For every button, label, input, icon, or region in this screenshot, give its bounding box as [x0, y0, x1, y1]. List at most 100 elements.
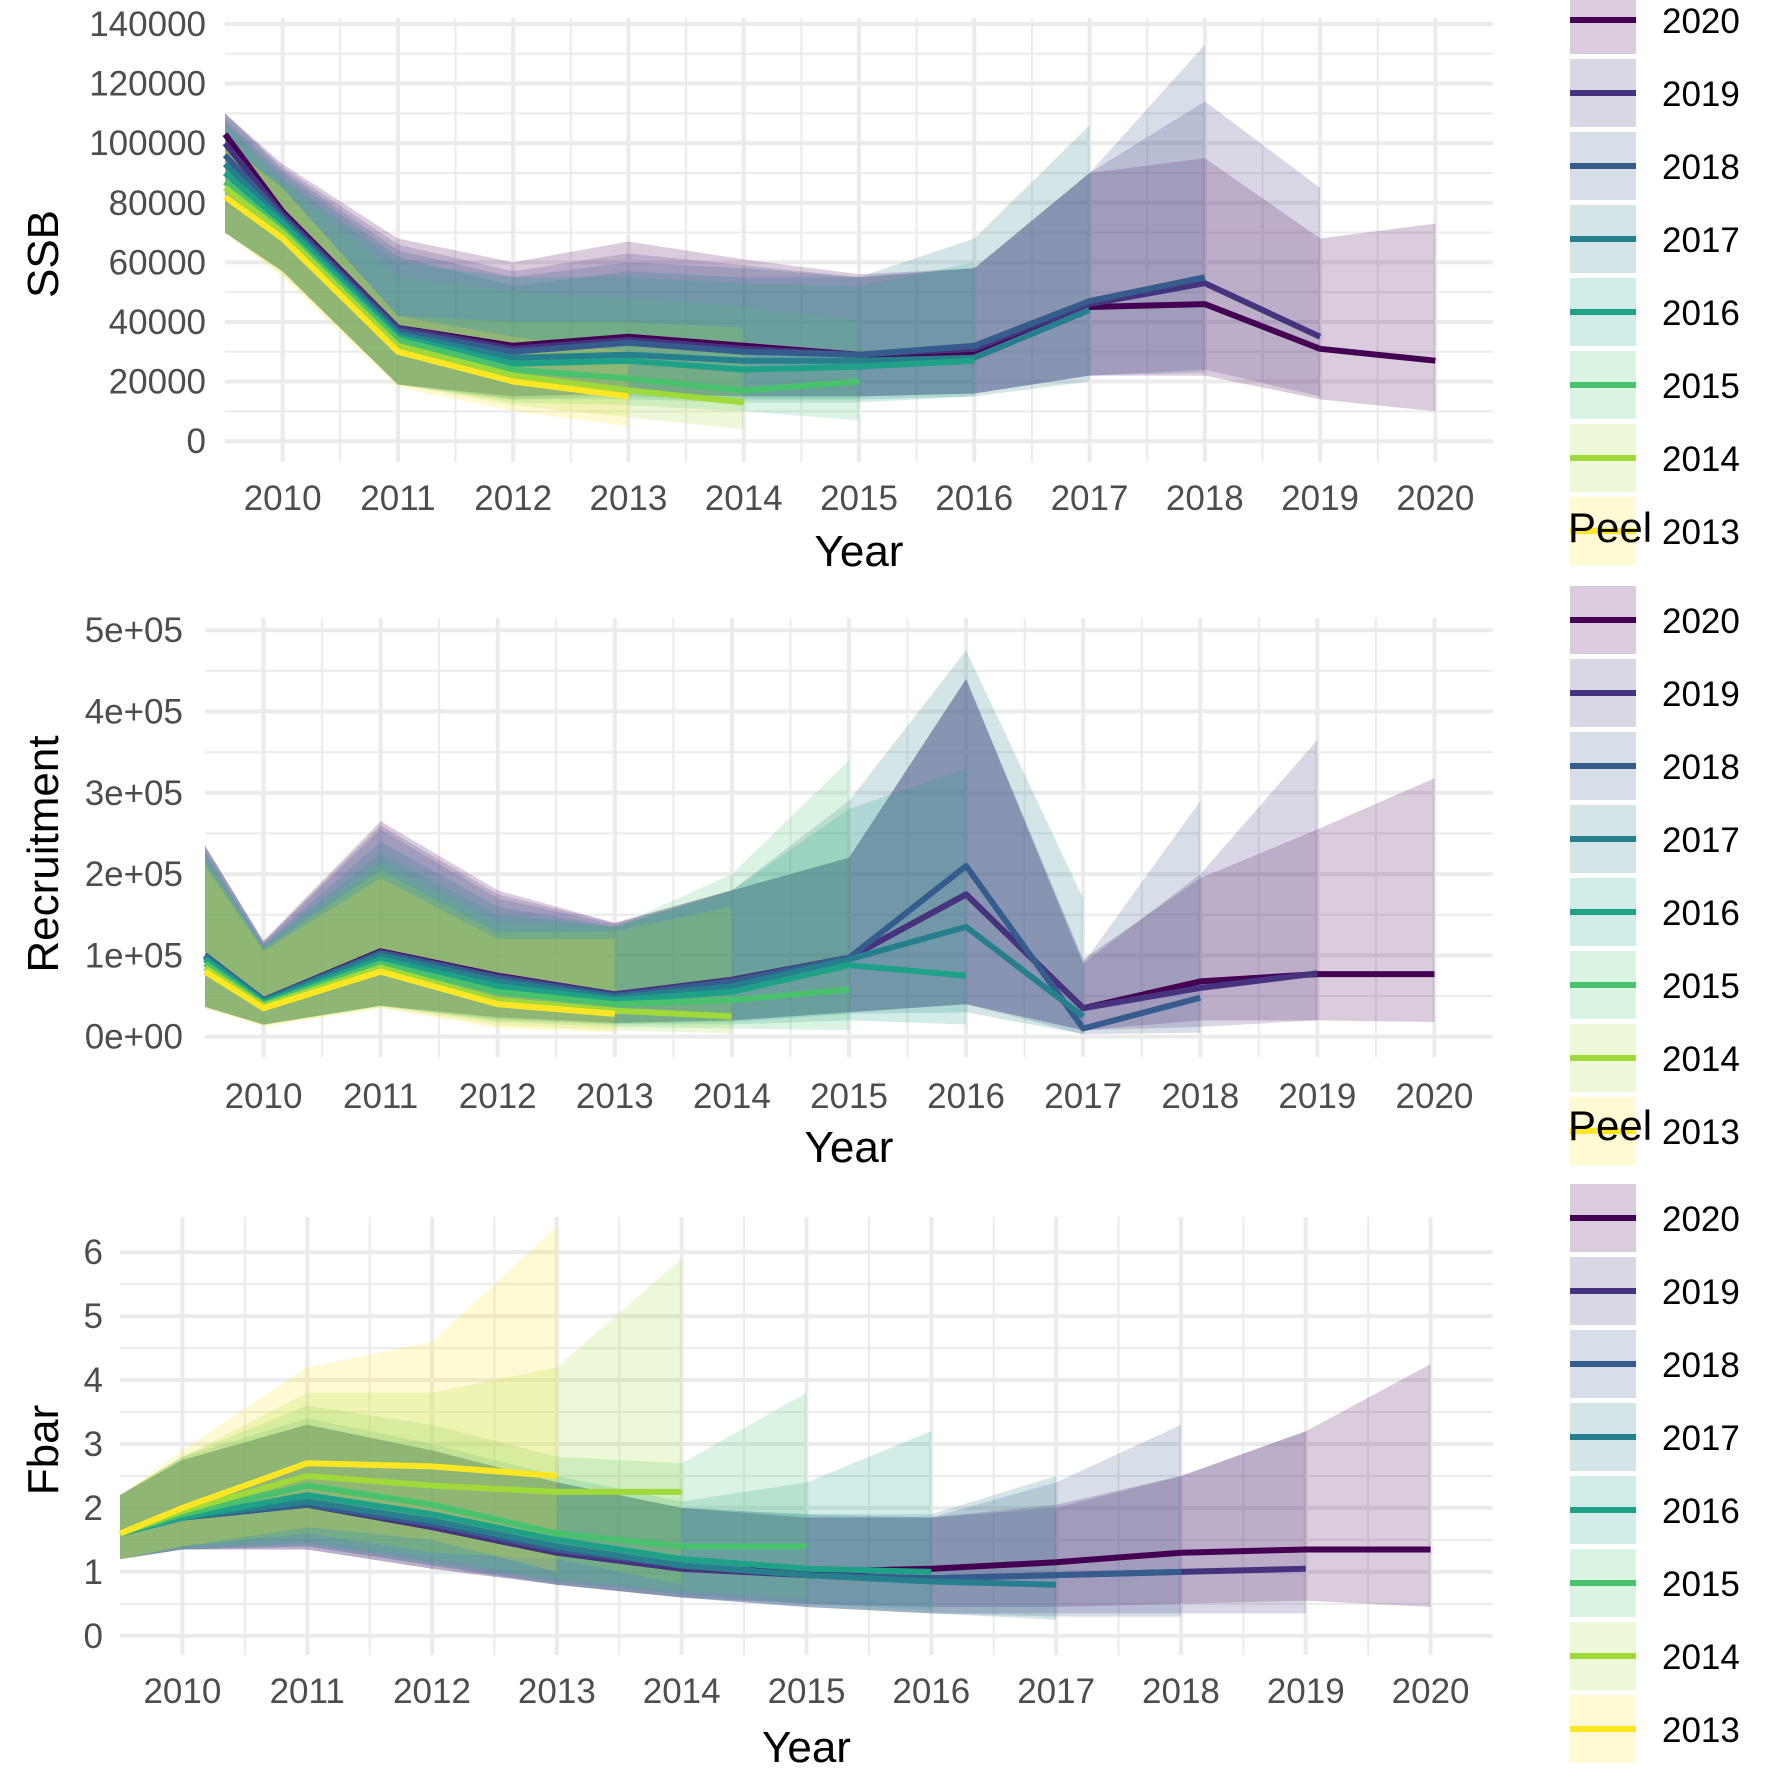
legend-label-2016: 2016 — [1662, 1492, 1740, 1531]
legend-3: Peel 2020 2019 2018 2017 2016 2015 2014 2013 — [1568, 1102, 1740, 1763]
y-tick-label: 140000 — [89, 5, 206, 44]
panel-recruitment: 2010 2011 2012 2013 2014 2015 2016 2017 2018 2019… — [19, 611, 1493, 1172]
legend-label-2020: 2020 — [1662, 602, 1740, 641]
legend-label-2020: 2020 — [1662, 1200, 1740, 1239]
legend-label-2015: 2015 — [1662, 967, 1740, 1006]
y-tick-label: 0e+00 — [85, 1018, 183, 1057]
x-tick-label: 2018 — [1161, 1077, 1239, 1116]
x-tick-label: 2016 — [935, 479, 1013, 518]
legend-label-2015: 2015 — [1662, 367, 1740, 406]
legend-label-2017: 2017 — [1662, 1419, 1740, 1458]
x-axis-title: Year — [815, 527, 904, 576]
ribbon-2019 — [205, 679, 1318, 1031]
x-tick-label: 2019 — [1267, 1672, 1345, 1711]
x-axis-title: Year — [762, 1723, 851, 1771]
x-tick-label: 2011 — [270, 1672, 345, 1711]
y-axis-title: Recruitment — [19, 735, 68, 972]
x-axis-title: Year — [805, 1123, 894, 1172]
y-axis-title: Fbar — [19, 1405, 68, 1495]
x-tick-label: 2010 — [143, 1672, 221, 1711]
legend-label-2014: 2014 — [1662, 1638, 1740, 1677]
x-tick-label: 2010 — [225, 1077, 303, 1116]
y-tick-label: 5e+05 — [85, 611, 183, 650]
x-tick-label: 2017 — [1044, 1077, 1122, 1116]
x-tick-label: 2020 — [1396, 479, 1474, 518]
y-tick-label: 100000 — [89, 124, 206, 163]
y-tick-label: 4e+05 — [85, 692, 183, 731]
y-tick-label: 5 — [84, 1297, 103, 1336]
line-2013 — [223, 194, 629, 400]
x-tick-label: 2016 — [927, 1077, 1005, 1116]
y-tick-label: 0 — [187, 422, 206, 461]
legend-label-2014: 2014 — [1662, 440, 1740, 479]
x-tick-label: 2014 — [643, 1672, 721, 1711]
legend-label-2015: 2015 — [1662, 1565, 1740, 1604]
x-tick-label: 2014 — [693, 1077, 771, 1116]
legend-2: Peel 2020 2019 2018 2017 2016 2015 2014 2013 — [1568, 504, 1740, 1165]
legend-label-2019: 2019 — [1662, 675, 1740, 714]
x-tick-label: 2014 — [705, 479, 783, 518]
legend-label-2018: 2018 — [1662, 1346, 1740, 1385]
x-tick-label: 2010 — [244, 479, 322, 518]
y-tick-label: 60000 — [109, 243, 206, 282]
x-tick-label: 2015 — [820, 479, 898, 518]
line-2014 — [223, 185, 745, 406]
legend-label-2019: 2019 — [1662, 1273, 1740, 1312]
y-tick-label: 3 — [84, 1425, 103, 1464]
x-tick-label: 2018 — [1142, 1672, 1220, 1711]
x-tick-label: 2019 — [1278, 1077, 1356, 1116]
legend-label-2013: 2013 — [1662, 1113, 1740, 1152]
ribbon-2018 — [205, 679, 1201, 1035]
legend-1: 2020 2019 2018 2017 2016 2015 2014 2013 — [1570, 0, 1740, 565]
x-tick-label: 2012 — [459, 1077, 537, 1116]
y-tick-label: 40000 — [109, 303, 206, 342]
legend-label-2017: 2017 — [1662, 221, 1740, 260]
x-tick-label: 2017 — [1017, 1672, 1095, 1711]
y-tick-label: 6 — [84, 1233, 103, 1272]
legend-label-2016: 2016 — [1662, 294, 1740, 333]
ribbon-2015 — [120, 1392, 807, 1598]
panel-fbar: 2010 2011 2012 2013 2014 2015 2016 2017 2018 2019… — [19, 1217, 1493, 1771]
x-tick-label: 2020 — [1396, 1077, 1474, 1116]
y-tick-label: 80000 — [109, 184, 206, 223]
legend-label-2018: 2018 — [1662, 748, 1740, 787]
x-tick-label: 2017 — [1051, 479, 1129, 518]
legend-label-2013: 2013 — [1662, 513, 1740, 552]
line-2013 — [203, 968, 616, 1017]
y-tick-label: 2 — [84, 1489, 103, 1528]
x-tick-label: 2013 — [576, 1077, 654, 1116]
ribbon-2020 — [205, 679, 1435, 1031]
x-tick-label: 2012 — [474, 479, 552, 518]
y-tick-label: 4 — [84, 1361, 103, 1400]
line-2015 — [119, 1482, 807, 1550]
legend-title: Peel — [1568, 1102, 1652, 1149]
x-tick-label: 2012 — [393, 1672, 471, 1711]
ribbon-2020 — [225, 113, 1436, 412]
x-tick-label: 2020 — [1392, 1672, 1470, 1711]
panel-ssb: 2010 2011 2012 2013 2014 2015 2016 2017 2018 2019… — [19, 5, 1493, 576]
ribbon-2018 — [225, 44, 1205, 397]
legend-label-2016: 2016 — [1662, 894, 1740, 933]
x-tick-label: 2011 — [343, 1077, 418, 1116]
legend-label-2019: 2019 — [1662, 75, 1740, 114]
y-tick-label: 20000 — [109, 363, 206, 402]
legend-label-2017: 2017 — [1662, 821, 1740, 860]
x-tick-label: 2019 — [1281, 479, 1359, 518]
y-tick-label: 0 — [84, 1617, 103, 1656]
legend-label-2020: 2020 — [1662, 2, 1740, 41]
x-tick-label: 2016 — [892, 1672, 970, 1711]
y-axis-title: SSB — [19, 210, 68, 298]
legend-label-2014: 2014 — [1662, 1040, 1740, 1079]
ribbon-2017 — [225, 119, 1090, 400]
x-tick-label: 2018 — [1166, 479, 1244, 518]
legend-label-2013: 2013 — [1662, 1711, 1740, 1750]
x-tick-label: 2015 — [768, 1672, 846, 1711]
x-tick-label: 2013 — [518, 1672, 596, 1711]
line-2016 — [223, 170, 975, 373]
line-2016 — [119, 1492, 932, 1575]
legend-title: Peel — [1568, 504, 1652, 551]
ribbon-2020 — [120, 1364, 1431, 1607]
x-tick-label: 2015 — [810, 1077, 888, 1116]
x-tick-label: 2011 — [360, 479, 435, 518]
